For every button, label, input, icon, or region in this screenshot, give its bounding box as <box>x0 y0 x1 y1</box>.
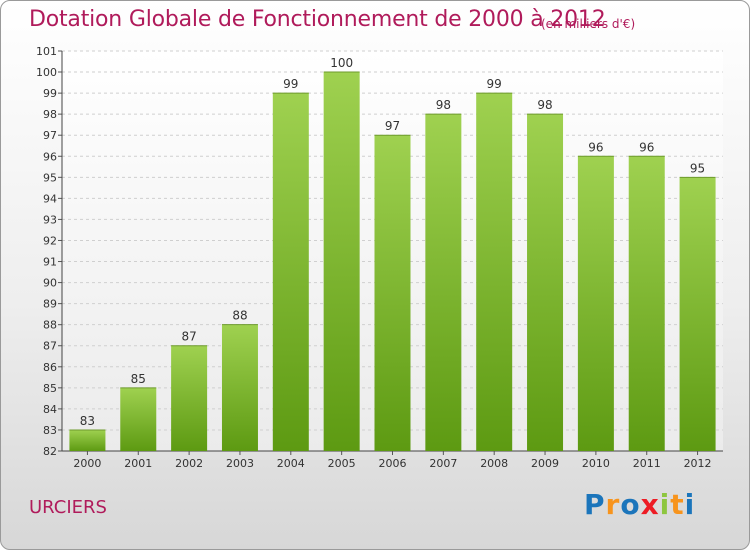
y-tick-label: 96 <box>43 150 57 163</box>
y-tick-label: 93 <box>43 213 57 226</box>
bar-2007 <box>425 114 462 451</box>
x-tick-label-2009: 2009 <box>531 457 559 470</box>
y-tick-label: 97 <box>43 129 57 142</box>
data-label-2002: 87 <box>181 330 196 344</box>
chart-subtitle: (en milliers d'€) <box>541 17 636 31</box>
data-label-2010: 96 <box>588 140 603 154</box>
x-tick-label-2003: 2003 <box>226 457 254 470</box>
bar-2004 <box>272 93 309 452</box>
y-tick-label: 82 <box>43 445 57 458</box>
chart-title: Dotation Globale de Fonctionnement de 20… <box>29 7 606 32</box>
y-tick-label: 87 <box>43 340 57 353</box>
x-tick-label-2012: 2012 <box>684 457 712 470</box>
data-label-2011: 96 <box>639 140 654 154</box>
logo-letter: P <box>584 488 606 521</box>
x-tick-label-2008: 2008 <box>480 457 508 470</box>
y-tick-label: 100 <box>36 66 57 79</box>
data-label-2006: 97 <box>385 119 400 133</box>
data-label-2001: 85 <box>131 372 146 386</box>
logo-letter: o <box>620 488 641 521</box>
bar-2012 <box>679 177 716 451</box>
y-tick-label: 101 <box>36 45 57 58</box>
bar-2008 <box>476 93 513 452</box>
data-label-2004: 99 <box>283 77 298 91</box>
y-tick-label: 89 <box>43 298 57 311</box>
bar-2000 <box>69 429 106 451</box>
x-tick-label-2000: 2000 <box>73 457 101 470</box>
y-tick-label: 83 <box>43 424 57 437</box>
x-tick-label-2002: 2002 <box>175 457 203 470</box>
x-tick-label-2001: 2001 <box>124 457 152 470</box>
x-tick-label-2004: 2004 <box>277 457 305 470</box>
bar-2010 <box>577 156 614 451</box>
logo-letter: i <box>659 488 671 521</box>
y-tick-label: 86 <box>43 361 57 374</box>
data-label-2005: 100 <box>330 56 353 70</box>
y-tick-label: 91 <box>43 256 57 269</box>
bar-2002 <box>171 345 208 451</box>
y-tick-label: 98 <box>43 108 57 121</box>
data-label-2000: 83 <box>80 414 95 428</box>
bar-2001 <box>120 387 157 451</box>
data-label-2009: 98 <box>537 98 552 112</box>
commune-name: URCIERS <box>29 497 107 518</box>
bar-2009 <box>527 114 564 451</box>
y-tick-label: 85 <box>43 382 57 395</box>
data-label-2008: 99 <box>487 77 502 91</box>
logo-letter: x <box>640 488 660 521</box>
bar-2011 <box>628 156 665 451</box>
logo-letter: i <box>684 488 696 521</box>
y-tick-label: 92 <box>43 234 57 247</box>
data-label-2003: 88 <box>232 309 247 323</box>
x-tick-label-2007: 2007 <box>429 457 457 470</box>
y-tick-label: 90 <box>43 277 57 290</box>
data-label-2007: 98 <box>436 98 451 112</box>
data-label-2012: 95 <box>690 161 705 175</box>
y-tick-label: 99 <box>43 87 57 100</box>
x-tick-label-2010: 2010 <box>582 457 610 470</box>
logo-letter: r <box>605 488 621 521</box>
x-tick-label-2005: 2005 <box>328 457 356 470</box>
bar-2006 <box>374 135 411 452</box>
y-tick-label: 95 <box>43 171 57 184</box>
proxiti-logo[interactable]: Proxiti <box>584 488 695 521</box>
x-tick-label-2011: 2011 <box>633 457 661 470</box>
bar-2005 <box>323 72 360 451</box>
logo-letter: t <box>670 488 685 521</box>
bar-2003 <box>221 324 258 451</box>
x-tick-label-2006: 2006 <box>379 457 407 470</box>
y-tick-label: 94 <box>43 192 57 205</box>
y-tick-label: 84 <box>43 403 57 416</box>
y-tick-label: 88 <box>43 319 57 332</box>
